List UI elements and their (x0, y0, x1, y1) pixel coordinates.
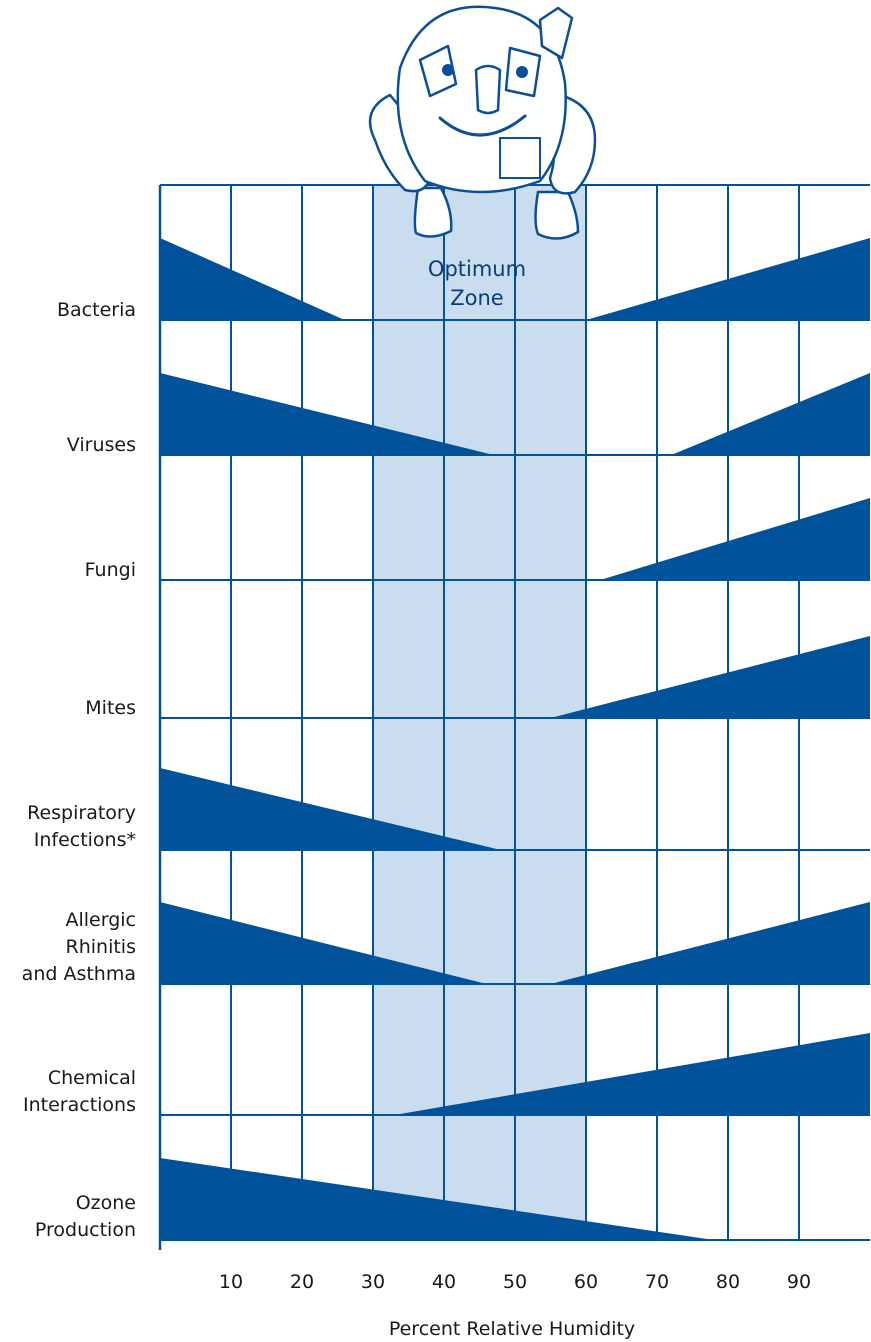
row-label-5: Respiratory Infections* (27, 802, 136, 851)
risk-wedge-4-right (550, 636, 870, 718)
mascot-right-foot (534, 190, 580, 240)
row-label-4-line-1: Mites (85, 697, 136, 719)
risk-wedge-8-left (160, 1158, 714, 1240)
row-label-2: Viruses (67, 434, 136, 456)
row-label-7: Chemical Interactions (23, 1067, 136, 1116)
row-label-6-line-2: Rhinitis (66, 936, 136, 958)
row-label-7-line-2: Interactions (23, 1094, 136, 1116)
x-tick-30: 30 (361, 1271, 385, 1293)
x-tick-50: 50 (503, 1271, 527, 1293)
risk-wedge-2-left (160, 373, 494, 455)
x-tick-80: 80 (716, 1271, 740, 1293)
row-label-3-line-1: Fungi (85, 559, 136, 581)
x-tick-20: 20 (290, 1271, 314, 1293)
risk-wedge-6-right (550, 902, 870, 984)
row-label-6: Allergic Rhinitis and Asthma (22, 909, 136, 985)
optimum-zone-layer (373, 185, 586, 1240)
row-label-5-line-1: Respiratory (27, 802, 136, 824)
mascot-left-eye (442, 64, 454, 76)
mascot-right-eye (516, 66, 528, 78)
mascot-chimney (538, 6, 574, 60)
row-label-7-line-1: Chemical (48, 1067, 136, 1089)
row-label-1: Bacteria (57, 299, 136, 321)
row-label-5-line-2: Infections* (34, 829, 136, 851)
row-label-3: Fungi (85, 559, 136, 581)
risk-wedge-2-right (671, 373, 870, 455)
x-tick-10: 10 (219, 1271, 243, 1293)
smiling-house-icon (368, 5, 597, 240)
row-label-2-line-1: Viruses (67, 434, 136, 456)
row-label-6-line-1: Allergic (65, 909, 136, 931)
row-label-8-line-1: Ozone (76, 1192, 136, 1214)
x-tick-90: 90 (787, 1271, 811, 1293)
mascot-smile (438, 114, 527, 137)
x-tick-40: 40 (432, 1271, 456, 1293)
row-label-1-line-1: Bacteria (57, 299, 136, 321)
row-label-4: Mites (85, 697, 136, 719)
risk-wedge-3-right (600, 498, 870, 580)
optimum-zone-label: Optimum (428, 257, 526, 281)
x-tick-70: 70 (645, 1271, 669, 1293)
row-label-8: Ozone Production (35, 1192, 136, 1241)
row-label-6-line-3: and Asthma (22, 963, 136, 985)
row-label-8-line-2: Production (35, 1219, 136, 1241)
risk-wedge-1-left (160, 238, 345, 320)
risk-wedge-7-right (394, 1033, 870, 1115)
optimum-zone-band (373, 185, 586, 1240)
row-labels: Bacteria Viruses Fungi Mites Respiratory Infe… (22, 299, 136, 1241)
mascot-door-panel (499, 137, 541, 179)
risk-wedge-6-left (160, 902, 487, 984)
optimum-zone-label-2: Zone (450, 286, 503, 310)
risk-wedge-5-left (160, 768, 501, 850)
mascot-left-foot (413, 186, 453, 238)
mascot-left-window (418, 44, 458, 98)
x-axis-label: Percent Relative Humidity (389, 1318, 635, 1340)
x-tick-labels: 10 20 30 40 50 60 70 80 90 (219, 1271, 811, 1293)
mascot-door-nose (474, 64, 502, 115)
x-tick-60: 60 (574, 1271, 598, 1293)
